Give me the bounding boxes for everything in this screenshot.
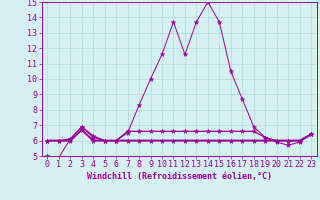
X-axis label: Windchill (Refroidissement éolien,°C): Windchill (Refroidissement éolien,°C): [87, 172, 272, 181]
